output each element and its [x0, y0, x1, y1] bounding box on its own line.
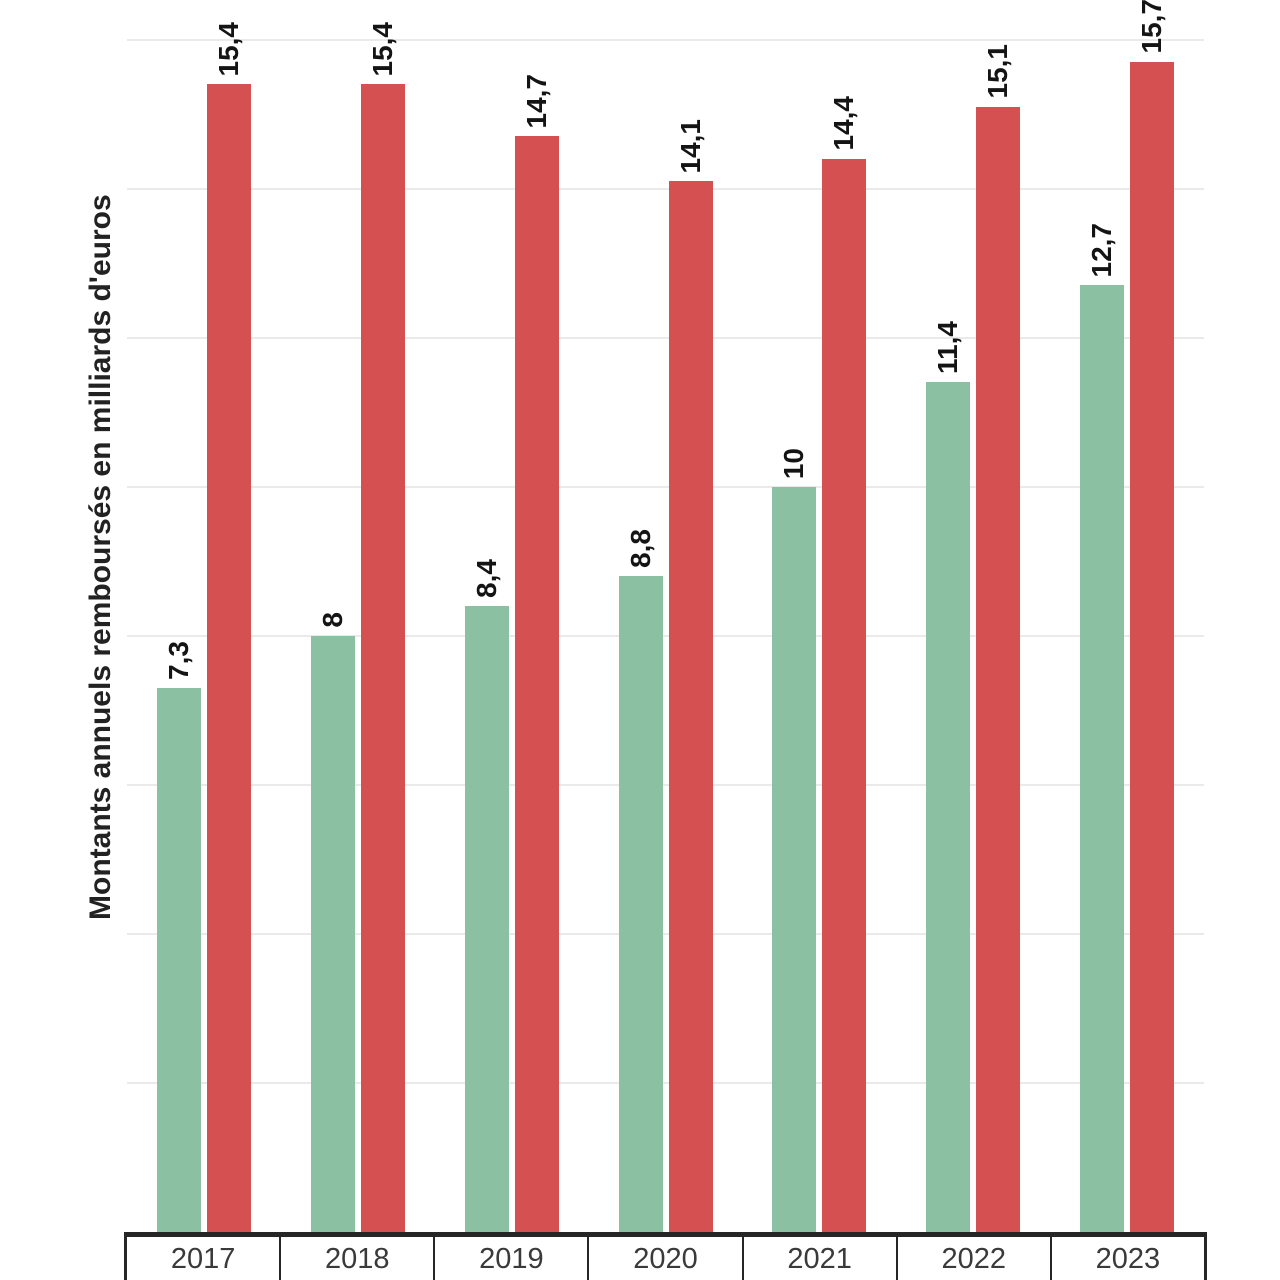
x-axis-label-2018: 2018	[279, 1237, 433, 1280]
green-series-bar-2019	[464, 605, 509, 1232]
x-axis-label-2022: 2022	[895, 1237, 1050, 1280]
red-series-bar-2018	[360, 84, 405, 1232]
x-axis-year-band: 2017 2018 2019 2020 2021 2022 2023	[124, 1232, 1207, 1280]
green-series-bar-2017	[156, 687, 201, 1232]
green-series-bar-2020	[618, 576, 663, 1232]
x-axis-label-2017: 2017	[170, 1243, 236, 1275]
green-series-bar-2022	[926, 382, 971, 1232]
red-series-value-label-2023: 15,7	[1136, 0, 1168, 54]
red-series-value-label-2018: 15,4	[366, 21, 398, 77]
green-series-value-label-2019: 8,4	[470, 559, 502, 598]
x-axis-label-2019: 2019	[433, 1237, 587, 1280]
red-series-value-label-2022: 15,1	[982, 44, 1014, 99]
gridline-y-4	[127, 932, 1204, 935]
plot-area: 7,3 15,4 8 15,4 8,4 14,7 8,8 14,1 10 14,4 11,4 15,1…	[127, 0, 1204, 1232]
gridline-y-14	[127, 187, 1204, 190]
green-series-value-label-2017: 7,3	[162, 641, 194, 680]
red-series-bar-2023	[1130, 61, 1175, 1232]
red-series-bar-2017	[206, 84, 251, 1232]
red-series-value-label-2020: 14,1	[674, 118, 706, 174]
red-series-bar-2019	[514, 136, 559, 1232]
green-series-bar-2023	[1080, 285, 1125, 1232]
green-series-value-label-2022: 11,4	[932, 321, 964, 375]
gridline-y-8	[127, 634, 1204, 637]
green-series-value-label-2020: 8,8	[624, 529, 656, 569]
red-series-bar-2020	[668, 181, 713, 1232]
x-axis-label-2020: 2020	[587, 1237, 741, 1280]
green-series-value-label-2023: 12,7	[1086, 222, 1118, 278]
x-axis-label-2021: 2021	[741, 1237, 896, 1280]
red-series-bar-2022	[976, 106, 1021, 1232]
green-series-value-label-2018: 8	[316, 612, 348, 628]
gridline-y-6	[127, 783, 1204, 786]
gridline-y-16	[127, 38, 1204, 41]
red-series-bar-2021	[822, 158, 867, 1232]
green-series-value-label-2021: 10	[778, 447, 810, 479]
green-series-bar-2018	[310, 635, 355, 1232]
gridline-y-10	[127, 485, 1204, 488]
green-series-bar-2021	[772, 486, 817, 1232]
red-series-value-label-2019: 14,7	[520, 73, 552, 129]
red-series-value-label-2017: 15,4	[212, 21, 244, 77]
x-axis-label-2023: 2023	[1049, 1237, 1204, 1280]
red-series-value-label-2021: 14,4	[828, 96, 860, 151]
y-axis-title: Montants annuels remboursés en milliards…	[84, 194, 117, 920]
gridline-y-2	[127, 1081, 1204, 1084]
gridline-y-12	[127, 336, 1204, 339]
